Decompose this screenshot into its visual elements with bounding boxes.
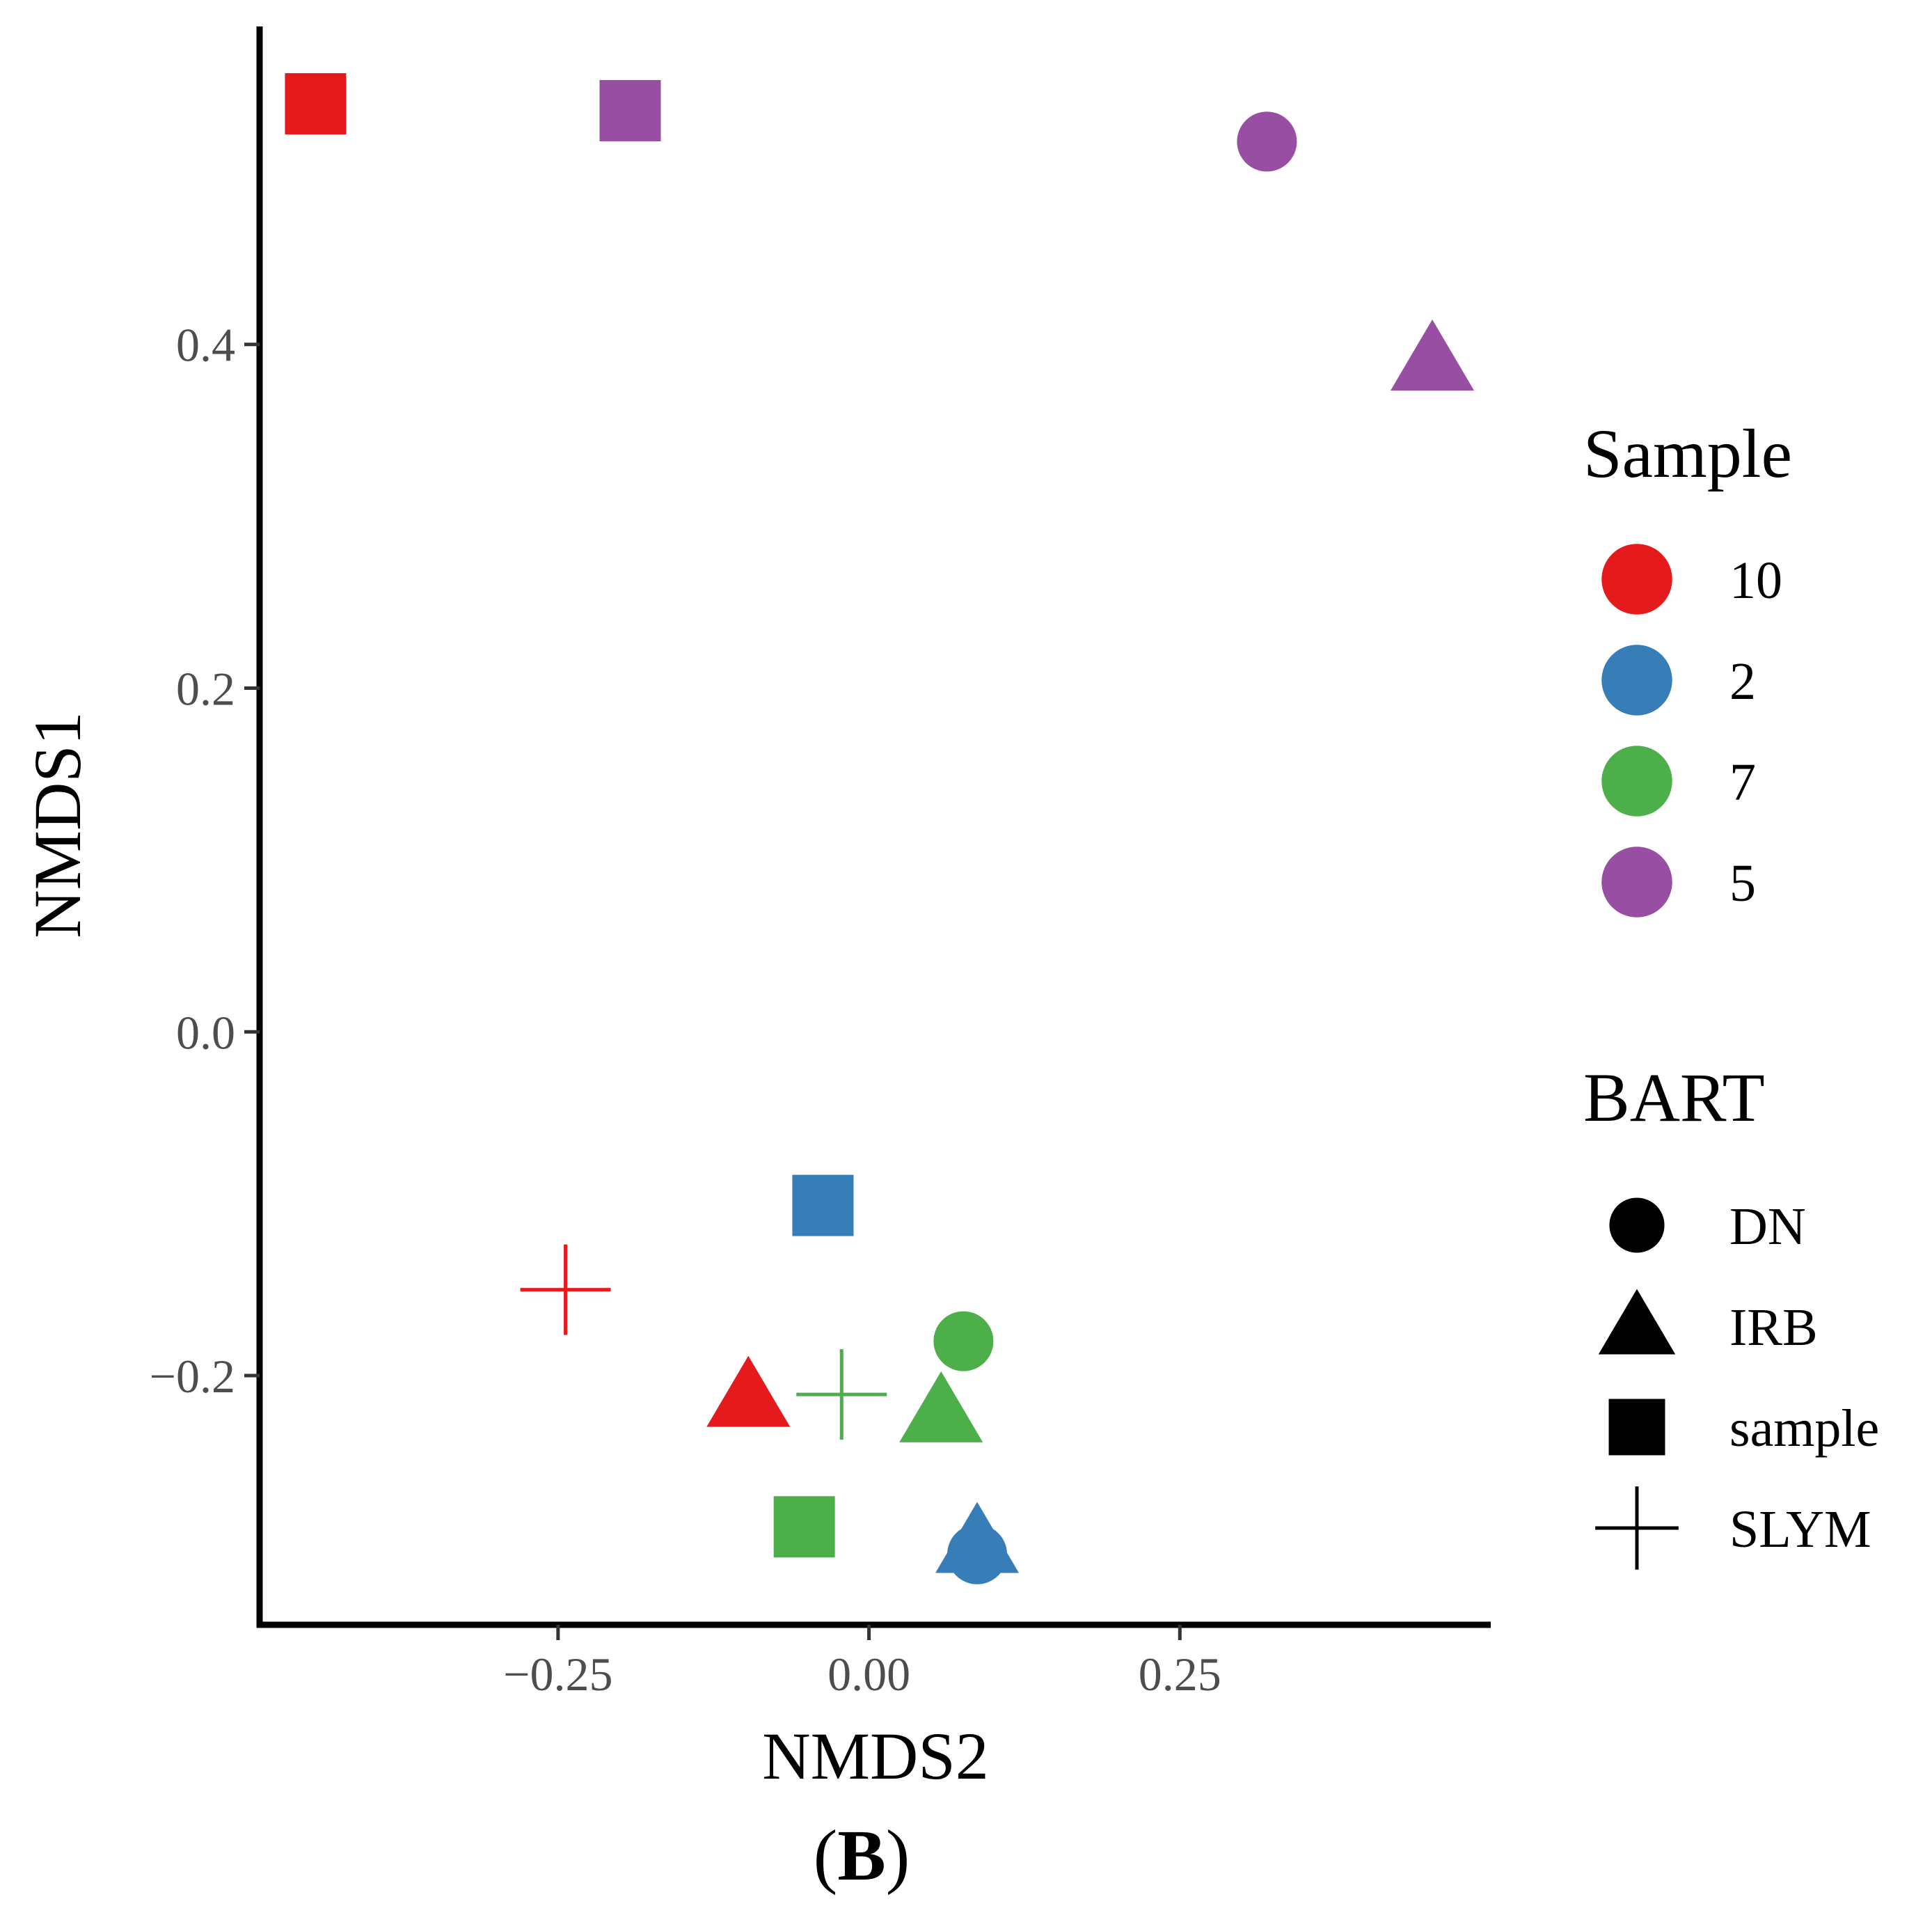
legend-key-irb: [1598, 1289, 1676, 1355]
x-axis-ticks: −0.25 0.00 0.25: [503, 1625, 1221, 1701]
legend-label-sample-5: 5: [1729, 854, 1756, 913]
legend-key-sample-7: [1601, 746, 1672, 817]
legend-key-sample-10: [1601, 544, 1672, 615]
color-legend: Sample 10 2 7 5: [1583, 415, 1792, 918]
point-10-slym: [520, 1244, 611, 1335]
x-axis-title: NMDS2: [762, 1719, 988, 1793]
plot-area: −0.2 0.0 0.2 0.4 −0.25 0.00 0.25: [150, 26, 1491, 1701]
caption-letter: B: [837, 1816, 885, 1896]
legend-label-sample-10: 10: [1729, 551, 1782, 610]
legend-label-sample: sample: [1729, 1399, 1879, 1458]
figure-caption: (B): [814, 1816, 910, 1896]
legend-key-dn: [1609, 1197, 1665, 1253]
color-legend-title: Sample: [1583, 415, 1792, 492]
caption-close-paren: ): [886, 1816, 910, 1896]
legend-label-irb: IRB: [1729, 1298, 1818, 1357]
point-5-irb: [1391, 319, 1475, 391]
y-axis-title: NMDS1: [20, 711, 95, 938]
shape-legend-title: BART: [1583, 1059, 1765, 1136]
y-tick-label: −0.2: [150, 1350, 235, 1403]
point-5-dn: [1237, 111, 1297, 172]
data-points: [285, 73, 1475, 1584]
legend-key-slym: [1595, 1486, 1679, 1570]
point-7-irb: [899, 1371, 983, 1442]
y-tick-label: 0.2: [176, 662, 235, 715]
point-10-sample: [285, 73, 347, 135]
shape-legend: BART DN IRB sample SLYM: [1583, 1059, 1879, 1570]
point-2-sample: [792, 1174, 854, 1236]
point-7-dn: [933, 1311, 994, 1371]
legend-key-sample-2: [1601, 645, 1672, 716]
point-7-slym: [796, 1349, 887, 1440]
legend-label-dn: DN: [1729, 1197, 1806, 1256]
x-tick-label: −0.25: [503, 1648, 612, 1701]
y-tick-label: 0.4: [176, 319, 235, 372]
point-5-sample: [599, 79, 661, 141]
caption-open-paren: (: [814, 1816, 838, 1896]
x-tick-label: 0.25: [1139, 1648, 1221, 1701]
legend-key-sample: [1608, 1399, 1665, 1456]
point-7-sample: [773, 1496, 835, 1558]
point-2-irb: [935, 1502, 1020, 1573]
legend-key-sample-5: [1601, 847, 1672, 918]
legend-label-slym: SLYM: [1729, 1500, 1871, 1559]
x-tick-label: 0.00: [828, 1648, 910, 1701]
point-10-irb: [706, 1355, 791, 1427]
y-tick-label: 0.0: [176, 1006, 235, 1059]
y-axis-ticks: −0.2 0.0 0.2 0.4: [150, 319, 260, 1403]
legend-label-sample-7: 7: [1729, 753, 1756, 812]
legend-label-sample-2: 2: [1729, 652, 1756, 711]
